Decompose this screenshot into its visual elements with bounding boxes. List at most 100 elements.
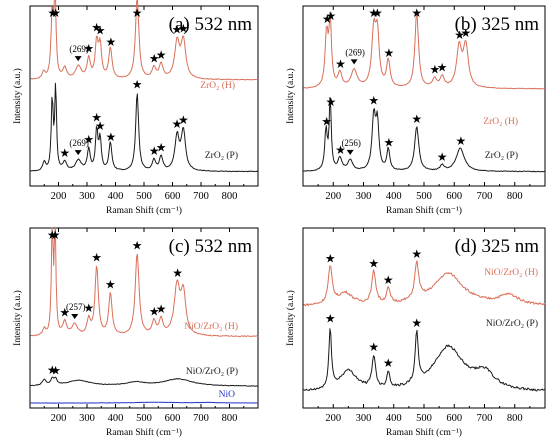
peak-star: ★ <box>91 21 102 35</box>
x-tick-label: 700 <box>193 413 209 424</box>
series-label: ZrO₂ (P) <box>485 150 518 161</box>
peak-star: ★ <box>83 133 94 147</box>
panel-title: (a) 532 nm <box>169 14 253 35</box>
peak-star: ★ <box>411 6 422 20</box>
panel-title: (b) 325 nm <box>455 14 540 35</box>
x-tick-label: 200 <box>325 413 341 424</box>
x-tick-label: 400 <box>386 191 402 202</box>
peak-star: ★ <box>411 316 422 330</box>
peak-star: ★ <box>105 277 116 291</box>
series-line <box>30 376 258 387</box>
x-axis-label: Raman Shift (cm⁻¹) <box>386 205 462 216</box>
peak-star: ★ <box>95 24 106 38</box>
x-tick-label: 300 <box>79 413 95 424</box>
series-line <box>303 328 546 392</box>
x-tick-label: 800 <box>507 413 523 424</box>
x-tick-label: 300 <box>79 191 95 202</box>
series-label: ZrO₂ (H) <box>483 116 518 127</box>
x-tick-label: 800 <box>222 191 238 202</box>
peak-star: ★ <box>156 302 167 316</box>
peak-star: ★ <box>172 117 183 131</box>
annotation-label: (256) <box>341 138 361 148</box>
peak-star: ★ <box>95 119 106 133</box>
peak-star: ★ <box>368 340 379 354</box>
x-tick-label: 600 <box>446 191 462 202</box>
peak-star: ★ <box>83 301 94 315</box>
annotation-label: (269) <box>345 47 365 57</box>
series-line <box>303 260 546 307</box>
x-tick-label: 600 <box>165 413 181 424</box>
panel-title: (d) 325 nm <box>455 236 540 257</box>
series-label: NiO/ZrO₂ (H) <box>484 267 538 278</box>
annotation-marker <box>74 56 82 62</box>
x-axis-label: Raman Shift (cm⁻¹) <box>386 427 462 438</box>
series-line <box>30 0 258 81</box>
annotation-label: (269) <box>69 44 89 54</box>
x-tick-label: 700 <box>193 191 209 202</box>
peak-star: ★ <box>59 305 70 319</box>
peak-star: ★ <box>368 94 379 108</box>
x-tick-label: 500 <box>416 413 432 424</box>
panel-b: (b) 325 nm 200 300 400 500 600 700 800 Raman Shi… <box>285 5 546 216</box>
x-tick-label: 700 <box>477 413 493 424</box>
peak-star: ★ <box>47 363 58 377</box>
peak-star: ★ <box>91 251 102 265</box>
annotation-marker <box>350 59 358 65</box>
x-tick-label: 500 <box>136 413 152 424</box>
peak-star: ★ <box>372 6 383 20</box>
x-tick-label: 400 <box>386 413 402 424</box>
peak-star: ★ <box>47 228 58 242</box>
peak-star: ★ <box>149 51 160 65</box>
panel-title: (c) 532 nm <box>169 236 253 257</box>
peak-star: ★ <box>50 6 61 20</box>
peak-star: ★ <box>172 23 183 37</box>
peak-star: ★ <box>383 273 394 287</box>
series-line <box>303 11 546 90</box>
x-axis-label: Raman Shift (cm⁻¹) <box>106 427 182 438</box>
peak-star: ★ <box>178 113 189 127</box>
x-tick-label: 800 <box>507 191 523 202</box>
peak-star: ★ <box>172 266 183 280</box>
peak-star: ★ <box>325 95 336 109</box>
peak-star: ★ <box>325 311 336 325</box>
annotation-marker <box>71 313 79 319</box>
x-tick-label: 400 <box>108 191 124 202</box>
x-tick-label: 600 <box>165 191 181 202</box>
peak-star: ★ <box>322 12 333 26</box>
peak-star: ★ <box>325 9 336 23</box>
peak-star: ★ <box>132 78 143 92</box>
peak-star: ★ <box>50 363 61 377</box>
peak-star: ★ <box>50 228 61 242</box>
x-tick-label: 300 <box>356 413 372 424</box>
peak-star: ★ <box>325 252 336 266</box>
peak-star: ★ <box>335 57 346 71</box>
peak-star: ★ <box>368 6 379 20</box>
peak-star: ★ <box>156 141 167 155</box>
peak-star: ★ <box>132 239 143 253</box>
peak-star: ★ <box>384 46 395 60</box>
peak-star: ★ <box>384 135 395 149</box>
peak-star: ★ <box>456 134 467 148</box>
panel-d: (d) 325 nm 200 300 400 500 600 700 800 Raman Shi… <box>285 227 546 438</box>
x-tick-label: 400 <box>108 413 124 424</box>
series-label: NiO/ZrO₂ (H) <box>184 321 238 332</box>
series-label: NiO/ZrO₂ (P) <box>186 366 238 377</box>
series-label: ZrO₂ (P) <box>205 150 238 161</box>
peak-star: ★ <box>411 112 422 126</box>
peak-star: ★ <box>59 146 70 160</box>
x-tick-label: 700 <box>477 191 493 202</box>
x-tick-label: 200 <box>325 191 341 202</box>
annotation-marker <box>346 149 354 155</box>
y-axis-label: Intensity (a.u.) <box>12 68 23 124</box>
peak-star: ★ <box>156 48 167 62</box>
peak-star: ★ <box>321 115 332 129</box>
peak-star: ★ <box>437 150 448 164</box>
peak-star: ★ <box>91 110 102 124</box>
x-tick-label: 200 <box>51 191 67 202</box>
peak-star: ★ <box>149 144 160 158</box>
peak-star: ★ <box>106 35 117 49</box>
peak-star: ★ <box>411 247 422 261</box>
series-label: NiO/ZrO₂ (P) <box>486 318 538 329</box>
y-axis-label: Intensity (a.u.) <box>285 290 296 346</box>
